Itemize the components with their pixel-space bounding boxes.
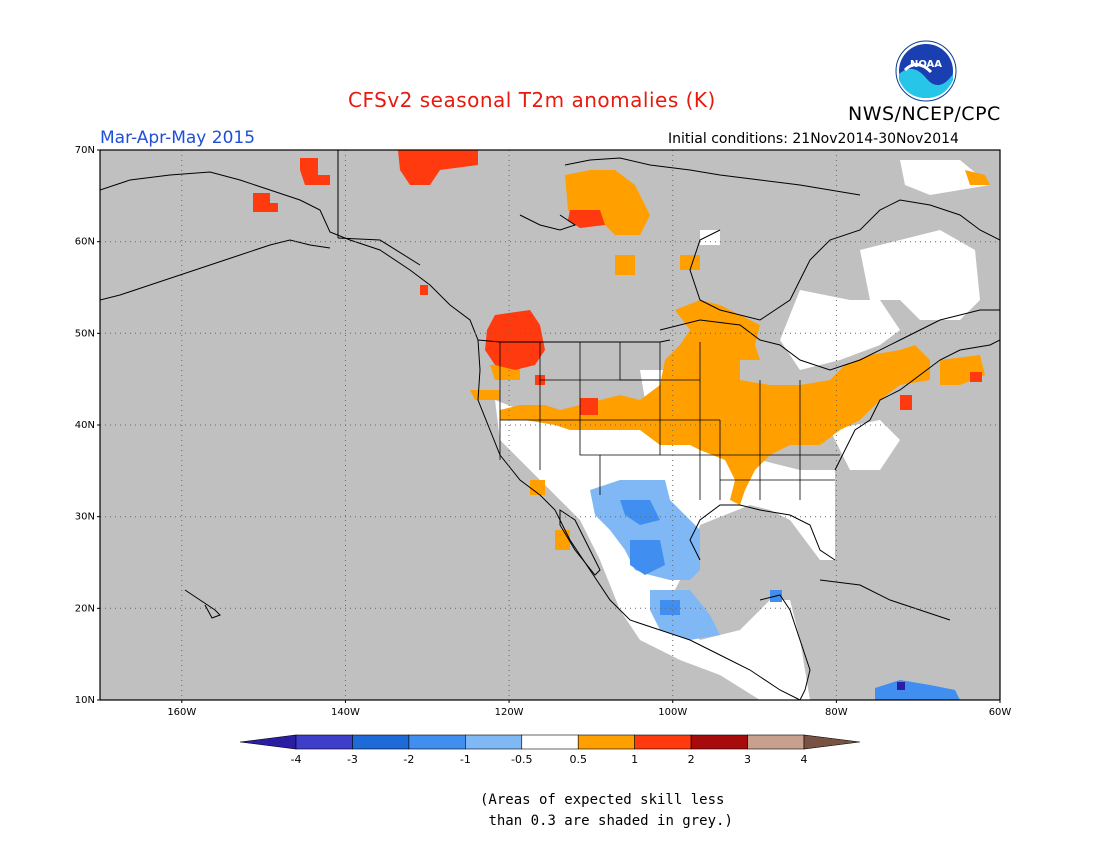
lon-tick-label: 60W — [989, 707, 1012, 718]
colorbar-label: -1 — [460, 753, 471, 766]
skill-footnote-line2: than 0.3 are shaded in grey.) — [488, 813, 733, 829]
agency-label: NWS/NCEP/CPC — [848, 103, 1001, 125]
colorbar-min-arrow — [239, 734, 297, 750]
lon-tick-label: 140W — [331, 707, 360, 718]
colorbar-swatch — [577, 734, 635, 750]
colorbar: -4 -3 -2 -1 -0.5 0.5 1 2 3 4 — [239, 734, 861, 766]
skill-footnote: (Areas of expected skill less than 0.3 a… — [480, 790, 733, 832]
noaa-logo: NOAA — [895, 40, 957, 102]
colorbar-swatch — [408, 734, 466, 750]
longitude-axis: 160W 140W 120W 100W 80W 60W — [167, 700, 1011, 718]
lat-tick-label: 70N — [75, 145, 95, 156]
colorbar-swatch — [465, 734, 523, 750]
colorbar-swatch — [690, 734, 748, 750]
lat-tick-label: 10N — [75, 695, 95, 706]
colorbar-label: 3 — [744, 753, 751, 766]
lat-tick-label: 50N — [75, 328, 95, 339]
lat-tick-label: 60N — [75, 237, 95, 248]
chart-title: CFSv2 seasonal T2m anomalies (K) — [348, 88, 716, 112]
skill-footnote-line1: (Areas of expected skill less — [480, 792, 725, 808]
cool-anomaly-strong — [897, 682, 905, 690]
colorbar-swatch — [747, 734, 805, 750]
colorbar-swatch — [634, 734, 692, 750]
lat-tick-label: 40N — [75, 420, 95, 431]
colorbar-swatch — [295, 734, 353, 750]
lat-tick-label: 20N — [75, 603, 95, 614]
lon-tick-label: 100W — [658, 707, 687, 718]
colorbar-label: -4 — [291, 753, 302, 766]
colorbar-label: 2 — [688, 753, 695, 766]
colorbar-label: -0.5 — [511, 753, 532, 766]
coastlines — [100, 150, 1000, 700]
noaa-logo-text: NOAA — [910, 59, 942, 70]
lon-tick-label: 160W — [167, 707, 196, 718]
state-borders — [499, 342, 840, 500]
colorbar-swatch — [352, 734, 410, 750]
colorbar-swatch — [521, 734, 579, 750]
colorbar-label: 0.5 — [569, 753, 587, 766]
initial-conditions-label: Initial conditions: 21Nov2014-30Nov2014 — [668, 131, 959, 147]
colorbar-label: -2 — [403, 753, 414, 766]
colorbar-max-arrow — [803, 734, 861, 750]
colorbar-label: 4 — [801, 753, 808, 766]
cool-anomaly-medium — [620, 500, 960, 700]
lat-tick-label: 30N — [75, 512, 95, 523]
lon-tick-label: 120W — [495, 707, 524, 718]
graticule — [100, 150, 1000, 700]
colorbar-label: 1 — [631, 753, 638, 766]
colorbar-label: -3 — [347, 753, 358, 766]
latitude-axis: 70N 60N 50N 40N 30N 20N 10N — [75, 145, 100, 706]
lon-tick-label: 80W — [825, 707, 848, 718]
season-label: Mar-Apr-May 2015 — [100, 128, 256, 148]
